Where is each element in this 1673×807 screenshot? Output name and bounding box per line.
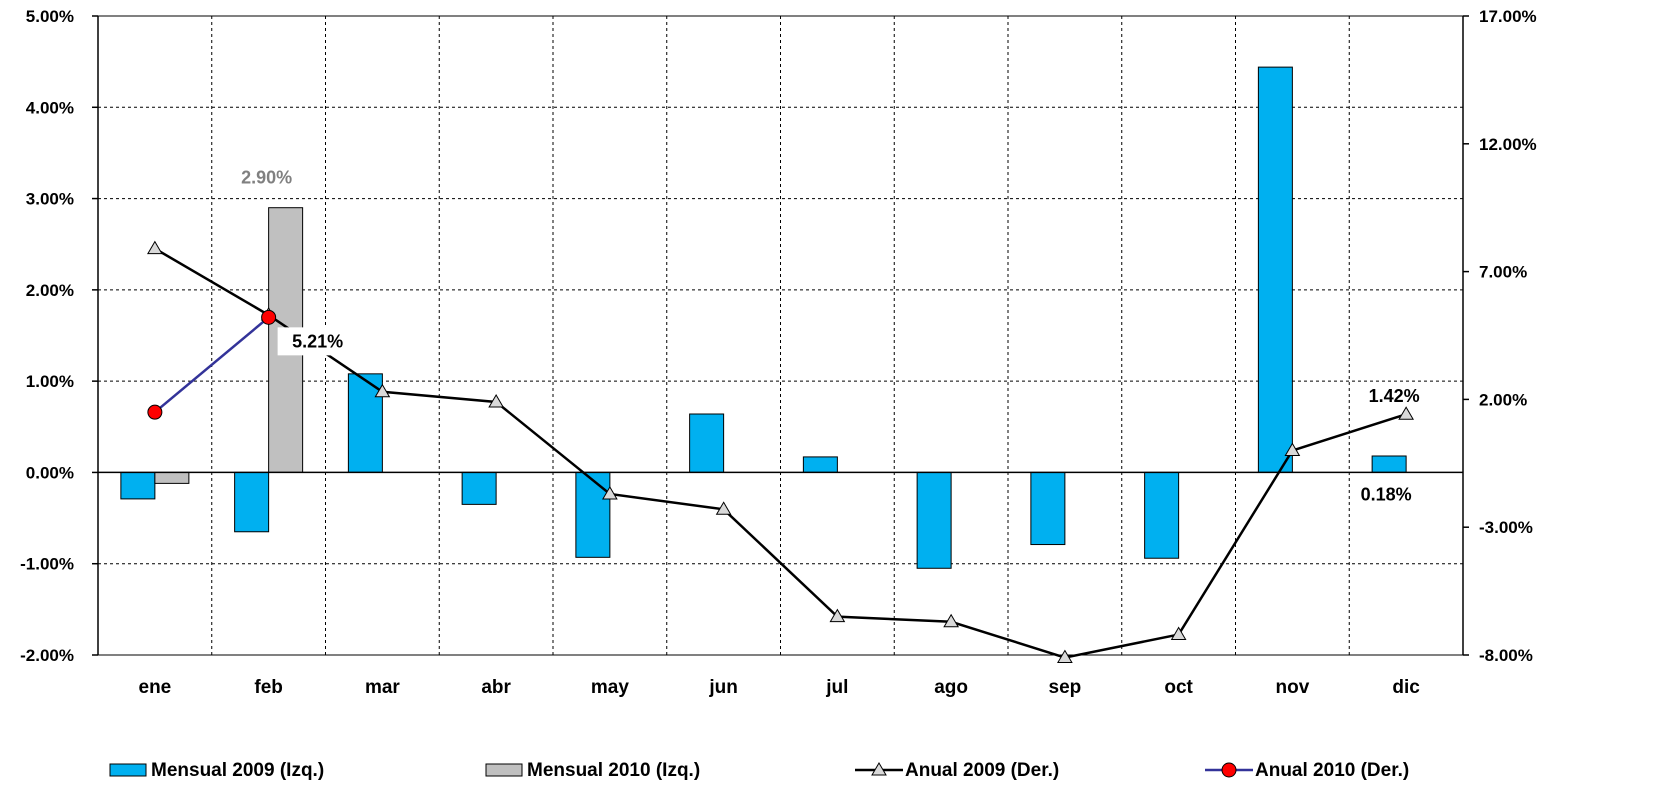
- legend: Mensual 2009 (Izq.) Mensual 2010 (Izq.) An…: [109, 760, 1409, 781]
- left-tick-label: 1.00%: [26, 372, 74, 391]
- labels: 2.90% 5.21% 0.18% 1.42%: [241, 168, 1420, 505]
- right-tick-label: 17.00%: [1479, 7, 1537, 26]
- left-tick-label: 4.00%: [26, 98, 74, 117]
- bars: [120, 66, 1407, 569]
- left-tick-label: 0.00%: [26, 463, 74, 482]
- legend-label: Mensual 2010 (Izq.): [527, 760, 700, 781]
- data-label: 5.21%: [292, 331, 343, 351]
- triangle-marker: [829, 608, 846, 623]
- right-tick-label: 2.00%: [1479, 390, 1527, 409]
- series-line: [154, 247, 1407, 659]
- data-label: 2.90%: [241, 168, 292, 188]
- category-label: feb: [254, 677, 283, 698]
- bar: [1371, 455, 1407, 473]
- bar: [802, 456, 838, 473]
- triangle-marker: [1170, 626, 1187, 641]
- category-label: may: [591, 677, 629, 698]
- triangle-marker: [602, 485, 618, 500]
- triangle-marker: [147, 240, 163, 255]
- bar: [120, 471, 156, 500]
- triangle-marker: [1284, 442, 1301, 457]
- left-tick-label: 5.00%: [26, 7, 74, 26]
- bar: [1030, 471, 1066, 546]
- triangle-marker: [943, 613, 959, 628]
- category-label: jul: [825, 677, 848, 698]
- right-tick-label: -8.00%: [1479, 646, 1533, 665]
- bar: [916, 471, 952, 569]
- category-label: jun: [708, 677, 738, 698]
- triangle-marker: [871, 762, 887, 776]
- left-tick-label: 2.00%: [26, 281, 74, 300]
- category-label: oct: [1164, 677, 1193, 698]
- bar: [1257, 66, 1293, 473]
- left-tick-label: -1.00%: [20, 555, 74, 574]
- bar: [234, 471, 270, 533]
- category-label: dic: [1392, 677, 1420, 698]
- category-label: ene: [139, 677, 172, 698]
- data-label: 0.18%: [1361, 484, 1412, 504]
- legend-label: Anual 2009 (Der.): [905, 760, 1059, 781]
- data-label-box: [277, 327, 358, 356]
- right-tick-label: -3.00%: [1479, 518, 1533, 537]
- legend-swatch: [109, 763, 147, 777]
- triangle-marker: [1057, 649, 1073, 664]
- bar: [347, 373, 383, 473]
- axes: -2.00% -1.00% 0.00% 1.00% 2.00% 3.00% 4.00% 5.0…: [20, 7, 1537, 698]
- bar: [575, 471, 611, 558]
- legend-label: Mensual 2009 (Izq.): [151, 760, 324, 781]
- data-label: 1.42%: [1369, 386, 1420, 406]
- legend-swatch: [485, 763, 523, 777]
- legend-label: Anual 2010 (Der.): [1255, 760, 1409, 781]
- triangle-marker: [715, 501, 732, 515]
- right-tick-label: 12.00%: [1479, 135, 1537, 154]
- circle-marker: [1221, 762, 1237, 778]
- category-label: abr: [481, 677, 511, 698]
- category-label: nov: [1275, 677, 1309, 698]
- category-label: ago: [934, 677, 968, 698]
- triangle-marker: [488, 393, 504, 408]
- series-lines: [147, 240, 1415, 664]
- category-label: sep: [1049, 677, 1082, 698]
- circle-marker: [261, 309, 277, 325]
- bar: [1144, 471, 1180, 559]
- bar: [461, 471, 497, 505]
- series-line: [154, 316, 270, 414]
- category-label: mar: [365, 677, 400, 698]
- circle-marker: [147, 404, 163, 420]
- bar: [689, 413, 725, 473]
- left-tick-label: 3.00%: [26, 190, 74, 209]
- right-tick-label: 7.00%: [1479, 263, 1527, 282]
- left-tick-label: -2.00%: [20, 646, 74, 665]
- triangle-marker: [374, 383, 391, 398]
- bar: [154, 471, 190, 484]
- triangle-marker: [1398, 406, 1415, 420]
